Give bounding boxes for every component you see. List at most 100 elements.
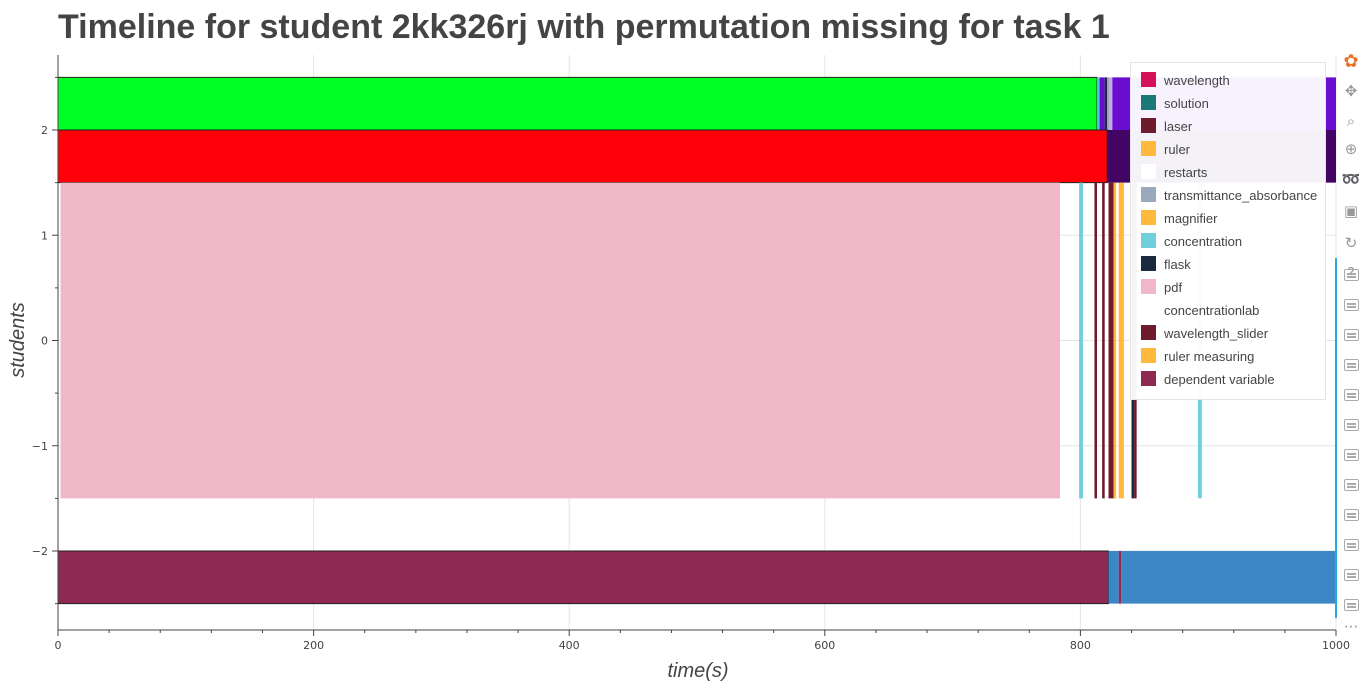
x-axis-title: time(s) (667, 660, 728, 682)
legend-swatch (1141, 325, 1156, 340)
legend-item[interactable]: flask (1131, 253, 1325, 276)
hover-note-glyph (1343, 269, 1359, 281)
legend-item[interactable]: wavelength (1131, 69, 1325, 92)
hover-icon[interactable] (1340, 294, 1362, 316)
timeline-bar (1113, 182, 1117, 499)
x-tick-label: 400 (559, 639, 580, 652)
hover-note-glyph (1343, 419, 1359, 431)
legend-label: wavelength_slider (1164, 326, 1269, 341)
hover-note-glyph (1343, 479, 1359, 491)
timeline-bar (1079, 182, 1083, 499)
x-tick-label: 0 (55, 639, 62, 652)
legend-item[interactable]: ruler (1131, 138, 1325, 161)
hover-note-glyph (1343, 569, 1359, 581)
legend-item[interactable]: concentrationlab (1131, 299, 1325, 322)
hover-icon[interactable] (1340, 534, 1362, 556)
legend-swatch (1141, 187, 1156, 202)
toolbar[interactable]: ✿ ✥ ⌕ ⊕ ➿ ▣ ↻? ··· (1338, 48, 1364, 638)
hover-icon[interactable] (1340, 504, 1362, 526)
timeline-bar (1118, 182, 1124, 499)
hover-note-glyph (1343, 509, 1359, 521)
y-tick-label: 2 (41, 124, 48, 137)
legend-swatch (1141, 371, 1156, 386)
timeline-bar (57, 76, 1098, 131)
timeline-bar (1099, 77, 1105, 130)
timeline-bar (1118, 551, 1122, 604)
hover-icon[interactable] (1340, 414, 1362, 436)
timeline-bar (1108, 551, 1119, 604)
legend-item[interactable]: restarts (1131, 161, 1325, 184)
hover-note-glyph (1343, 599, 1359, 611)
hover-note-glyph (1343, 449, 1359, 461)
timeline-bar (1097, 77, 1100, 130)
legend[interactable]: wavelength solution laser ruler restarts tran… (1130, 62, 1326, 400)
legend-label: concentration (1164, 234, 1243, 249)
timeline-bar (1109, 77, 1113, 130)
pan-icon[interactable]: ✥ (1344, 82, 1358, 100)
legend-swatch (1141, 118, 1156, 133)
hover-note-glyph (1343, 539, 1359, 551)
lasso-icon[interactable]: ➿ (1341, 170, 1361, 188)
hover-note-glyph (1343, 359, 1359, 371)
legend-swatch (1141, 348, 1156, 363)
hover-icon[interactable] (1340, 264, 1362, 286)
legend-label: magnifier (1164, 211, 1218, 226)
hover-icon[interactable] (1340, 474, 1362, 496)
legend-label: restarts (1164, 165, 1208, 180)
legend-label: pdf (1164, 280, 1183, 295)
legend-item[interactable]: wavelength_slider (1131, 322, 1325, 345)
legend-item[interactable]: ruler measuring (1131, 345, 1325, 368)
hover-icon[interactable] (1340, 594, 1362, 616)
timeline-bar (1094, 182, 1098, 499)
legend-label: ruler (1164, 142, 1191, 157)
legend-item[interactable]: transmittance_absorbance (1131, 184, 1325, 207)
legend-label: dependent variable (1164, 372, 1275, 387)
legend-item[interactable]: dependent variable (1131, 368, 1325, 391)
hover-icon[interactable] (1340, 444, 1362, 466)
timeline-bar (1102, 182, 1105, 499)
legend-swatch (1141, 233, 1156, 248)
legend-swatch (1141, 256, 1156, 271)
y-tick-label: −1 (32, 440, 48, 453)
hover-icon[interactable] (1340, 564, 1362, 586)
y-axis-title: students (7, 302, 29, 378)
timeline-bar (57, 550, 1110, 605)
legend-swatch (1141, 164, 1156, 179)
legend-label: laser (1164, 119, 1193, 134)
legend-swatch (1141, 95, 1156, 110)
legend-swatch (1141, 279, 1156, 294)
timeline-bar (57, 129, 1108, 184)
hover-icon[interactable] (1340, 324, 1362, 346)
legend-item[interactable]: magnifier (1131, 207, 1325, 230)
bokeh-logo-icon[interactable]: ✿ (1343, 50, 1359, 72)
y-tick-label: 0 (41, 335, 48, 348)
timeline-bar (1121, 551, 1336, 604)
legend-label: wavelength (1164, 73, 1230, 88)
legend-swatch (1141, 210, 1156, 225)
hover-icon[interactable] (1340, 354, 1362, 376)
legend-label: solution (1164, 96, 1209, 111)
more-icon[interactable]: ··· (1343, 618, 1359, 636)
x-tick-label: 200 (303, 639, 324, 652)
legend-item[interactable]: pdf (1131, 276, 1325, 299)
x-tick-label: 800 (1070, 639, 1091, 652)
legend-item[interactable]: laser (1131, 115, 1325, 138)
wheel-zoom-icon[interactable]: ⊕ (1344, 140, 1358, 158)
reset-icon[interactable]: ↻ (1344, 234, 1358, 252)
hover-icon[interactable] (1340, 384, 1362, 406)
save-icon[interactable]: ▣ (1343, 202, 1359, 220)
legend-label: flask (1164, 257, 1191, 272)
legend-item[interactable]: concentration (1131, 230, 1325, 253)
hover-note-glyph (1343, 329, 1359, 341)
legend-label: transmittance_absorbance (1164, 188, 1318, 203)
box-zoom-icon[interactable]: ⌕ (1346, 112, 1356, 130)
timeline-bar (1107, 77, 1110, 130)
axes: 0 200 400 600 800 1000 −2 −1 0 1 2 (32, 55, 1350, 652)
timeline-bar (60, 182, 1060, 499)
legend-item[interactable]: solution (1131, 92, 1325, 115)
legend-swatch (1141, 141, 1156, 156)
timeline-bar (1108, 182, 1114, 499)
legend-swatch (1141, 72, 1156, 87)
chart-title: Timeline for student 2kk326rj with permu… (58, 8, 1110, 46)
legend-swatch (1141, 302, 1156, 317)
